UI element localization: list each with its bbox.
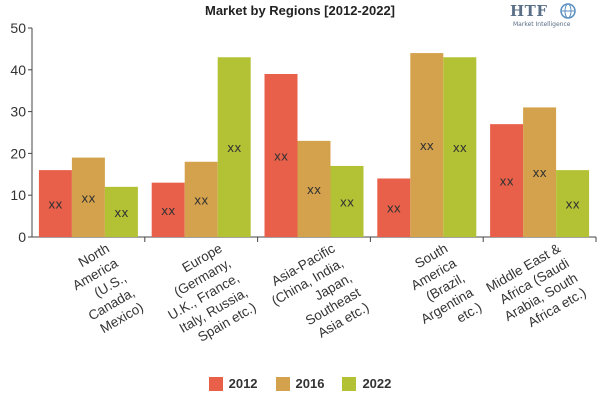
x-tick-label: Europe(Germany,U.K., France,Italy, Russi… [148,241,258,353]
y-tick-label: 40 [10,62,26,78]
data-label: xx [453,141,467,155]
y-tick-label: 30 [10,104,26,120]
legend-label: 2012 [228,376,258,391]
data-label: xx [81,191,95,205]
legend-label: 2022 [362,376,392,391]
data-label: xx [532,166,546,180]
htf-logo: HTF Market Intelligence [510,2,596,32]
data-label: xx [161,204,175,218]
bar-2012 [490,124,524,237]
bar-chart: 0 10 20 30 40 50 xx xx xx NorthAmerica(U.S.,Canad… [10,20,597,353]
y-tick-label: 10 [10,187,26,203]
bar-2022 [556,170,590,237]
x-tick-label: SouthAmerica(Brazil,Argentinaetc.) [393,240,485,341]
x-tick-label: NorthAmerica(U.S.,Canada,Mexico) [60,240,146,338]
data-label: xx [387,202,401,216]
data-label: xx [227,141,241,155]
bar-2016 [523,107,557,237]
x-tick-label: Middle East &Africa (SaudiArabia, SouthA… [483,241,588,340]
data-label: xx [274,149,288,163]
data-label: xx [565,198,579,212]
legend-item-2022: 2022 [342,376,391,391]
data-label: xx [420,139,434,153]
legend-swatch [342,376,357,391]
y-tick-label: 20 [10,145,26,161]
bar-2016 [184,161,218,237]
legend-swatch [275,376,290,391]
chart-title: Market by Regions [2012-2022] [204,3,396,18]
legend: 2012 2016 2022 [0,376,600,391]
bar-2012 [151,182,185,237]
data-label: xx [194,193,208,207]
bar-2022 [443,57,477,238]
data-label: xx [307,183,321,197]
bar-2012 [38,170,72,237]
legend-label: 2016 [295,376,325,391]
bar-2012 [377,178,411,237]
y-tick-label: 50 [10,20,26,36]
legend-item-2016: 2016 [275,376,325,391]
legend-item-2012: 2012 [208,376,258,391]
x-tick-label: Asia-Pacific(China, India,Japan,Southeas… [260,240,371,352]
data-label: xx [499,175,513,189]
y-tick-label: 0 [18,229,26,245]
bar-2022 [217,57,251,238]
bar-2016 [71,157,105,237]
bar-2022 [330,165,364,237]
bar-2016 [297,140,331,237]
bar-2016 [410,53,444,237]
data-label: xx [48,198,62,212]
data-label: xx [114,206,128,220]
logo-subtitle: Market Intelligence [513,21,571,28]
globe-icon [560,3,576,19]
bar-2022 [104,186,138,237]
legend-swatch [208,376,223,391]
bar-2012 [264,73,298,237]
logo-mark: HTF [510,2,548,20]
data-label: xx [340,195,354,209]
